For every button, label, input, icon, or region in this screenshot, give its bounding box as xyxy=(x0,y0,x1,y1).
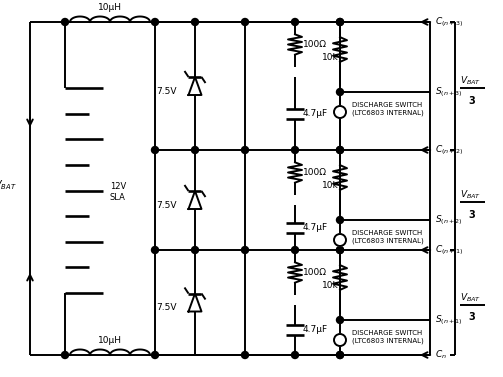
Circle shape xyxy=(241,147,248,153)
Circle shape xyxy=(192,18,199,26)
Circle shape xyxy=(337,247,344,253)
Text: $C_{n}$: $C_{n}$ xyxy=(435,349,447,361)
Circle shape xyxy=(151,247,158,253)
Text: 3: 3 xyxy=(469,210,475,220)
Circle shape xyxy=(192,247,199,253)
Text: $C_{(n+1)}$: $C_{(n+1)}$ xyxy=(435,243,463,257)
Circle shape xyxy=(337,247,344,253)
Circle shape xyxy=(151,18,158,26)
Text: 100Ω: 100Ω xyxy=(303,40,327,49)
Text: SLA: SLA xyxy=(110,193,126,202)
Text: DISCHARGE SWITCH
(LTC6803 INTERNAL): DISCHARGE SWITCH (LTC6803 INTERNAL) xyxy=(352,230,424,245)
Text: $S_{(n+3)}$: $S_{(n+3)}$ xyxy=(435,85,463,99)
Text: 3: 3 xyxy=(469,313,475,322)
Circle shape xyxy=(61,18,68,26)
Circle shape xyxy=(337,317,344,323)
Text: 12V: 12V xyxy=(110,182,126,191)
Circle shape xyxy=(337,216,344,224)
Text: 100Ω: 100Ω xyxy=(303,268,327,277)
Text: 7.5V: 7.5V xyxy=(156,86,177,95)
Circle shape xyxy=(337,18,344,26)
Text: $S_{(n+2)}$: $S_{(n+2)}$ xyxy=(435,213,463,227)
Text: 4.7μF: 4.7μF xyxy=(303,223,328,232)
Text: $C_{(n+3)}$: $C_{(n+3)}$ xyxy=(435,15,463,29)
Circle shape xyxy=(241,18,248,26)
Circle shape xyxy=(337,89,344,95)
Text: $V_{BAT}$: $V_{BAT}$ xyxy=(460,189,481,201)
Circle shape xyxy=(151,351,158,359)
Text: 10k: 10k xyxy=(322,52,339,61)
Text: 4.7μF: 4.7μF xyxy=(303,109,328,118)
Text: 100Ω: 100Ω xyxy=(303,168,327,177)
Text: 10k: 10k xyxy=(322,181,339,190)
Circle shape xyxy=(61,351,68,359)
Circle shape xyxy=(337,18,344,26)
Circle shape xyxy=(337,147,344,153)
Circle shape xyxy=(292,147,298,153)
Text: $S_{(n+1)}$: $S_{(n+1)}$ xyxy=(435,313,463,327)
Text: DISCHARGE SWITCH
(LTC6803 INTERNAL): DISCHARGE SWITCH (LTC6803 INTERNAL) xyxy=(352,102,424,116)
Text: 4.7μF: 4.7μF xyxy=(303,325,328,334)
Text: $V_{BAT}$: $V_{BAT}$ xyxy=(460,75,481,87)
Text: 3: 3 xyxy=(469,96,475,106)
Text: $C_{(n+2)}$: $C_{(n+2)}$ xyxy=(435,143,463,157)
Text: $V_{BAT}$: $V_{BAT}$ xyxy=(0,179,16,192)
Circle shape xyxy=(151,147,158,153)
Circle shape xyxy=(334,234,346,246)
Circle shape xyxy=(334,334,346,346)
Circle shape xyxy=(292,18,298,26)
Circle shape xyxy=(337,147,344,153)
Text: 10μH: 10μH xyxy=(98,3,122,12)
Circle shape xyxy=(337,351,344,359)
Text: 7.5V: 7.5V xyxy=(156,303,177,312)
Circle shape xyxy=(292,351,298,359)
Circle shape xyxy=(241,351,248,359)
Circle shape xyxy=(192,147,199,153)
Text: 10k: 10k xyxy=(322,280,339,290)
Circle shape xyxy=(292,247,298,253)
Text: DISCHARGE SWITCH
(LTC6803 INTERNAL): DISCHARGE SWITCH (LTC6803 INTERNAL) xyxy=(352,330,424,345)
Circle shape xyxy=(241,247,248,253)
Text: 10μH: 10μH xyxy=(98,336,122,345)
Text: 7.5V: 7.5V xyxy=(156,201,177,210)
Text: $V_{BAT}$: $V_{BAT}$ xyxy=(460,291,481,304)
Circle shape xyxy=(337,351,344,359)
Circle shape xyxy=(334,106,346,118)
